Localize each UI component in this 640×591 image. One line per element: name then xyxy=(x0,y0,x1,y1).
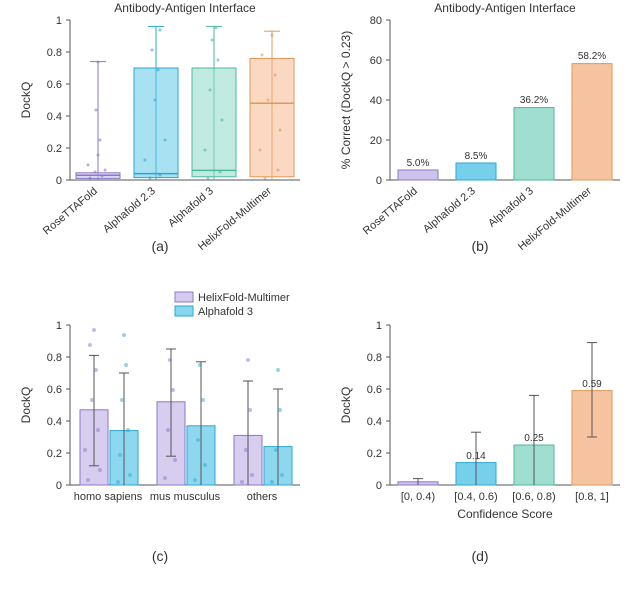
panel-d-ylabel: DockQ xyxy=(339,387,353,424)
svg-text:0.8: 0.8 xyxy=(47,47,62,59)
svg-text:0: 0 xyxy=(376,175,382,187)
legend-swatch-hf xyxy=(175,292,193,302)
panel-a-ylabel: DockQ xyxy=(19,82,33,119)
svg-text:[0, 0.4): [0, 0.4) xyxy=(401,491,435,503)
group-others xyxy=(234,358,292,485)
panel-d-caption: (d) xyxy=(330,548,630,564)
bar-conf-1: 0.14 xyxy=(456,432,496,485)
svg-text:5.0%: 5.0% xyxy=(407,158,430,169)
panel-d-xlabel: Confidence Score xyxy=(457,507,553,521)
svg-text:1: 1 xyxy=(56,15,62,27)
box-rosettafold xyxy=(76,61,120,181)
panel-b-ylabel: % Correct (DockQ > 0.23) xyxy=(339,31,353,169)
svg-text:[0.8, 1]: [0.8, 1] xyxy=(575,491,609,503)
svg-text:40: 40 xyxy=(370,95,382,107)
panel-c-ylabel: DockQ xyxy=(19,387,33,424)
panel-b-title: Antibody-Antigen Interface xyxy=(434,1,576,15)
group-mus-musculus xyxy=(157,349,215,485)
svg-text:0.8: 0.8 xyxy=(47,352,62,364)
panel-c-caption: (c) xyxy=(10,548,310,564)
svg-text:Alphafold 3: Alphafold 3 xyxy=(486,185,536,230)
svg-text:homo sapiens: homo sapiens xyxy=(74,491,143,503)
figure: Antibody-Antigen Interface 0 0.2 0.4 0.6… xyxy=(0,0,640,591)
legend-swatch-af xyxy=(175,306,193,316)
svg-text:8.5%: 8.5% xyxy=(465,151,488,162)
svg-text:Alphafold 2.3: Alphafold 2.3 xyxy=(421,185,478,235)
bar-rosettafold xyxy=(398,170,438,180)
svg-text:0.6: 0.6 xyxy=(47,79,62,91)
panel-c-svg: HelixFold-Multimer Alphafold 3 0 0.2 0.4… xyxy=(10,290,310,570)
panel-d-svg: 0 0.2 0.4 0.6 0.8 1 DockQ 0.14 0.25 xyxy=(330,290,630,570)
svg-text:0.2: 0.2 xyxy=(47,448,62,460)
svg-text:0.2: 0.2 xyxy=(367,448,382,460)
bar-conf-2: 0.25 xyxy=(514,395,554,485)
group-homo-sapiens xyxy=(80,328,138,485)
svg-text:others: others xyxy=(247,491,278,503)
bar-conf-0 xyxy=(398,479,438,485)
svg-text:RoseTTAFold: RoseTTAFold xyxy=(361,185,420,237)
legend-hf: HelixFold-Multimer xyxy=(198,292,290,304)
svg-text:[0.6, 0.8): [0.6, 0.8) xyxy=(512,491,555,503)
x-ticks-d: [0, 0.4) [0.4, 0.6) [0.6, 0.8) [0.8, 1] xyxy=(401,491,609,503)
bar-conf-3: 0.59 xyxy=(572,343,612,485)
y-ticks-a: 0 0.2 0.4 0.6 0.8 1 xyxy=(47,15,70,187)
svg-text:Alphafold 3: Alphafold 3 xyxy=(166,185,216,230)
svg-text:1: 1 xyxy=(56,320,62,332)
bar-helixfold xyxy=(572,64,612,180)
svg-text:mus musculus: mus musculus xyxy=(150,491,221,503)
svg-text:0.6: 0.6 xyxy=(47,384,62,396)
svg-text:RoseTTAFold: RoseTTAFold xyxy=(41,185,100,237)
panel-d: 0 0.2 0.4 0.6 0.8 1 DockQ 0.14 0.25 xyxy=(330,290,630,570)
svg-text:60: 60 xyxy=(370,55,382,67)
svg-text:Alphafold 2.3: Alphafold 2.3 xyxy=(101,185,158,235)
panel-a-caption: (a) xyxy=(10,238,310,254)
svg-text:[0.4, 0.6): [0.4, 0.6) xyxy=(454,491,497,503)
y-ticks-c: 0 0.2 0.4 0.6 0.8 1 xyxy=(47,320,70,492)
bar-alphafold23 xyxy=(456,163,496,180)
panel-c: HelixFold-Multimer Alphafold 3 0 0.2 0.4… xyxy=(10,290,310,570)
svg-text:1: 1 xyxy=(376,320,382,332)
svg-text:0.4: 0.4 xyxy=(367,416,382,428)
y-ticks-b: 0 20 40 60 80 xyxy=(370,15,390,187)
bar-alphafold3 xyxy=(514,108,554,180)
svg-text:0: 0 xyxy=(56,175,62,187)
panel-b-caption: (b) xyxy=(330,238,630,254)
panel-b-svg: Antibody-Antigen Interface 0 20 40 60 80… xyxy=(330,0,630,250)
svg-text:20: 20 xyxy=(370,135,382,147)
svg-text:0.25: 0.25 xyxy=(524,433,544,444)
svg-text:58.2%: 58.2% xyxy=(578,51,606,62)
svg-text:0.4: 0.4 xyxy=(47,416,62,428)
panel-a-title: Antibody-Antigen Interface xyxy=(114,1,256,15)
svg-text:0: 0 xyxy=(56,480,62,492)
svg-text:0.59: 0.59 xyxy=(582,379,602,390)
x-ticks-c: homo sapiens mus musculus others xyxy=(74,491,278,503)
legend-af: Alphafold 3 xyxy=(198,306,253,318)
panel-a: Antibody-Antigen Interface 0 0.2 0.4 0.6… xyxy=(10,0,310,250)
svg-text:0.2: 0.2 xyxy=(47,143,62,155)
box-alphafold23 xyxy=(134,26,178,180)
panel-b: Antibody-Antigen Interface 0 20 40 60 80… xyxy=(330,0,630,250)
svg-text:0.8: 0.8 xyxy=(367,352,382,364)
y-ticks-d: 0 0.2 0.4 0.6 0.8 1 xyxy=(367,320,390,492)
panel-a-svg: Antibody-Antigen Interface 0 0.2 0.4 0.6… xyxy=(10,0,310,250)
box-helixfold xyxy=(250,31,294,180)
svg-text:0.4: 0.4 xyxy=(47,111,62,123)
svg-text:36.2%: 36.2% xyxy=(520,95,548,106)
svg-text:0: 0 xyxy=(376,480,382,492)
box-alphafold3 xyxy=(192,26,236,180)
svg-text:0.6: 0.6 xyxy=(367,384,382,396)
svg-text:0.14: 0.14 xyxy=(466,451,486,462)
svg-text:80: 80 xyxy=(370,15,382,27)
